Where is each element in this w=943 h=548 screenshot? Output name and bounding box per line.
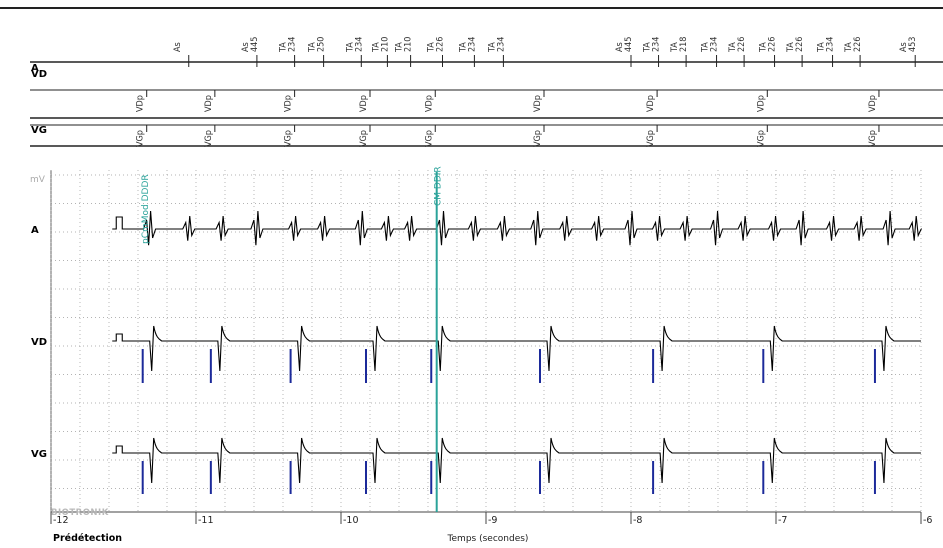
marker-vg-label: VGp <box>204 130 214 147</box>
marker-a-label: TA <box>728 42 738 53</box>
marker-a-label: As <box>241 42 251 52</box>
marker-a-label: 226 <box>436 37 446 52</box>
marker-vd-label: VDp <box>533 95 543 112</box>
marker-a-label: 210 <box>404 37 414 52</box>
marker-vd-label: VDp <box>204 95 214 112</box>
x-axis-label: Temps (secondes) <box>447 534 529 544</box>
marker-vd-label: VDp <box>284 95 294 112</box>
egm-channel-vd: VD <box>31 337 47 348</box>
marker-a-label: 234 <box>467 37 477 52</box>
marker-channel-vd: VD <box>31 69 47 80</box>
marker-a-label: As <box>615 42 625 52</box>
unit-label: mV <box>30 175 46 185</box>
marker-vd-label: VDp <box>756 95 766 112</box>
annotation-label: pCmMod DDDR <box>141 174 151 244</box>
marker-a-label: TA <box>759 42 769 53</box>
marker-a-label: TA <box>308 42 318 53</box>
marker-vd-label: VDp <box>136 95 146 112</box>
footer-predetection: Prédétection <box>53 533 122 544</box>
x-tick-label: -6 <box>923 515 932 526</box>
marker-vg-label: VGp <box>359 130 369 147</box>
egm-trace-vd <box>112 325 921 372</box>
egm-channel-a: A <box>31 225 39 236</box>
egm-overlay: pCmMod DDDR CM DDIR <box>141 166 444 512</box>
marker-a-label: TA <box>427 42 437 53</box>
marker-a-label: TA <box>279 42 289 53</box>
marker-vg-label: VGp <box>756 130 766 147</box>
marker-channel-a: A <box>31 63 39 74</box>
marker-a-label: TA <box>786 42 796 53</box>
marker-a-label: 453 <box>908 37 918 52</box>
egm-grid: -12 -11 -10 -9 -8 -7 -6 <box>50 170 932 526</box>
marker-a-label: TA <box>844 42 854 53</box>
marker-a-label: 210 <box>380 37 390 52</box>
egm-trace-a <box>112 210 923 246</box>
x-tick-label: -11 <box>198 515 214 526</box>
marker-vd-label: VDp <box>646 95 656 112</box>
egm-trace-vg <box>112 437 921 484</box>
marker-a-label: 445 <box>250 37 260 52</box>
marker-a-label: 218 <box>679 37 689 52</box>
marker-a-label: TA <box>371 42 381 53</box>
marker-a-label: 234 <box>288 37 298 52</box>
marker-a-label: TA <box>643 42 653 53</box>
x-tick-label: -10 <box>343 515 359 526</box>
marker-a-label: As <box>899 42 909 52</box>
marker-vg-label: VGp <box>284 130 294 147</box>
x-tick-label: -8 <box>633 515 642 526</box>
annotation-label: CM DDIR <box>434 166 444 206</box>
marker-vg-label: VGp <box>533 130 543 147</box>
marker-a-label: 234 <box>354 37 364 52</box>
brand-label: BIOTRONIK <box>51 508 109 518</box>
marker-a-label: TA <box>458 42 468 53</box>
marker-a-label: 445 <box>624 37 634 52</box>
marker-a-label: 234 <box>652 37 662 52</box>
marker-vg-label: VGp <box>136 130 146 147</box>
marker-a-label: TA <box>817 42 827 53</box>
marker-vg-label: VGp <box>868 130 878 147</box>
marker-a-label: 234 <box>496 37 506 52</box>
egm-channel-vg: VG <box>31 449 47 460</box>
marker-a-label: TA <box>701 42 711 53</box>
marker-a-label: 234 <box>826 37 836 52</box>
marker-a-label: TA <box>395 42 405 53</box>
marker-a-label: As <box>173 42 183 52</box>
marker-a-label: 250 <box>317 37 327 52</box>
marker-vd-label: VDp <box>868 95 878 112</box>
marker-vg-label: VGp <box>424 130 434 147</box>
marker-a-label: TA <box>670 42 680 53</box>
marker-a-label: 226 <box>737 37 747 52</box>
marker-channel-vg: VG <box>31 125 47 136</box>
marker-vg-label: VGp <box>646 130 656 147</box>
egm-traces: A VD VG <box>31 210 923 494</box>
marker-a-label: 234 <box>710 37 720 52</box>
marker-a-label: 226 <box>853 37 863 52</box>
marker-a-label: 226 <box>795 37 805 52</box>
marker-a-label: TA <box>345 42 355 53</box>
x-tick-label: -9 <box>488 515 497 526</box>
marker-a-label: 226 <box>768 37 778 52</box>
marker-a-label: TA <box>487 42 497 53</box>
marker-vd-label: VDp <box>424 95 434 112</box>
x-tick-label: -7 <box>778 515 787 526</box>
x-tick-label: -12 <box>53 515 69 526</box>
marker-vd-label: VDp <box>359 95 369 112</box>
